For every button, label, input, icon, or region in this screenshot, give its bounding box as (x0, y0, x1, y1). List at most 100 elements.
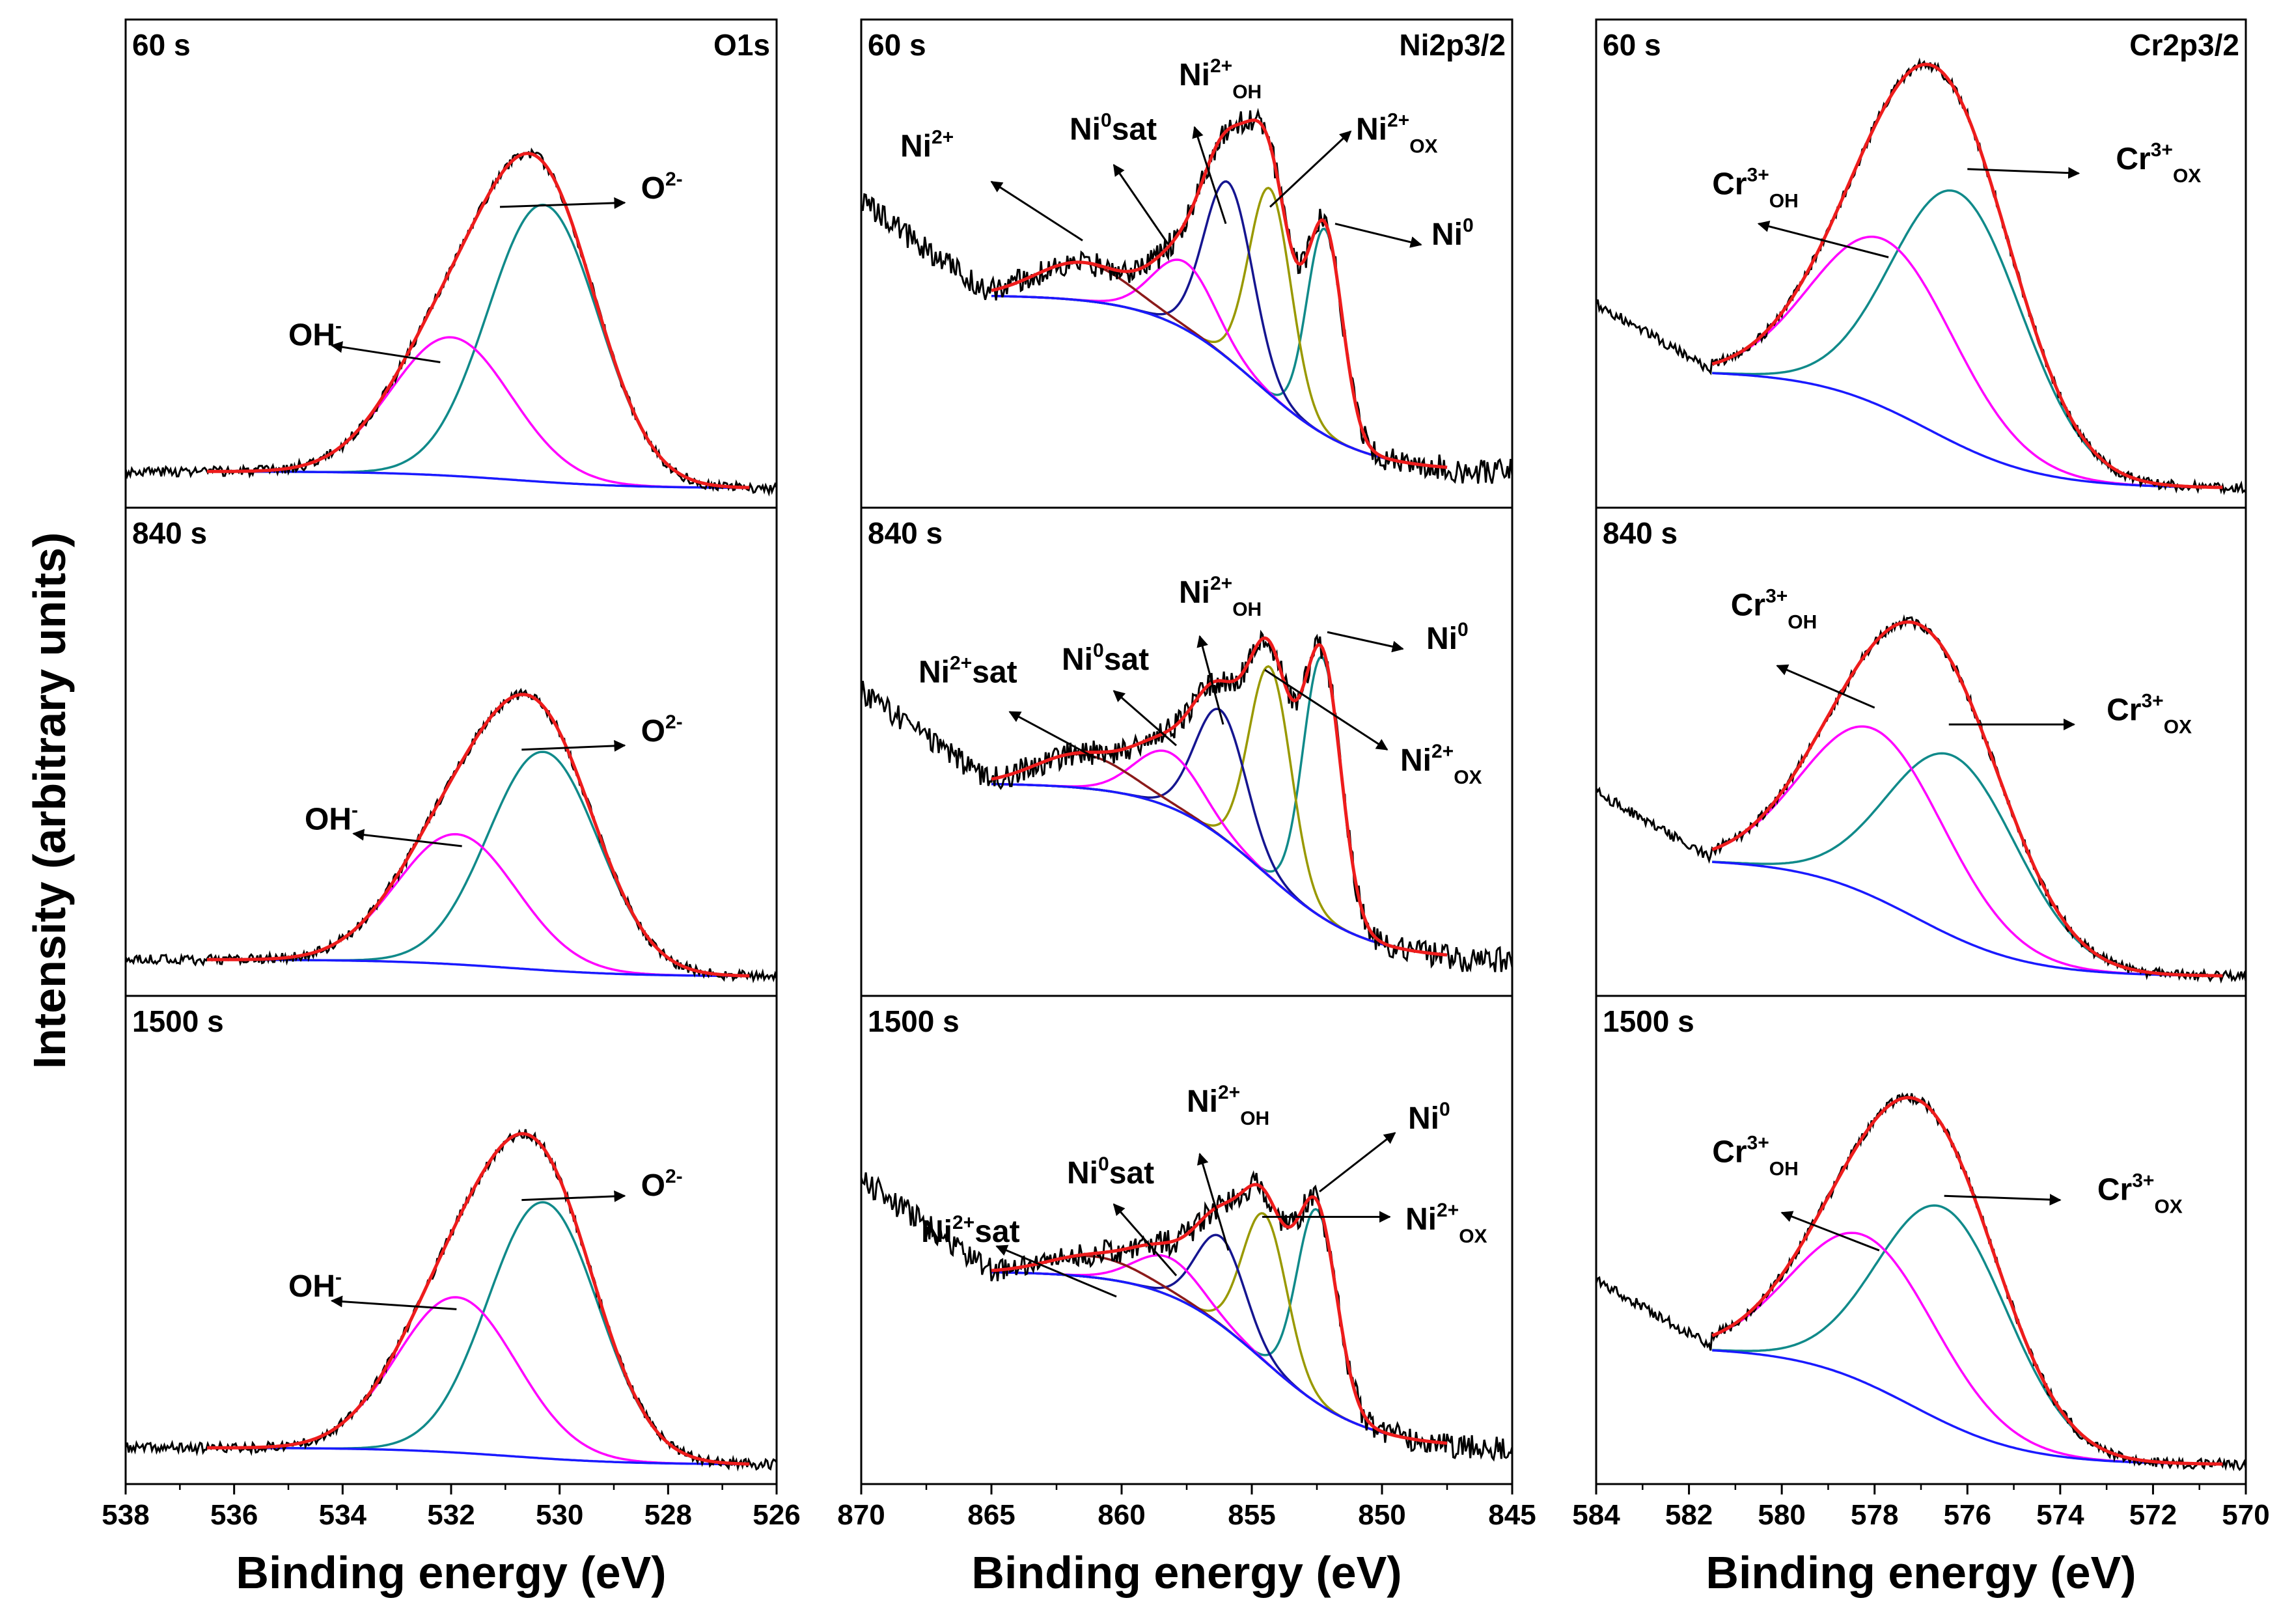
annotation-arrow (1112, 690, 1177, 747)
time-label: 1500 s (1603, 1004, 1694, 1038)
fit-envelope (1711, 620, 2223, 978)
annotation-arrow (1269, 130, 1352, 208)
x-tick-label: 582 (1665, 1499, 1713, 1531)
peak-label: O2- (641, 1166, 683, 1203)
peak-label: Cr3+OH (1712, 1133, 1799, 1180)
annotation-arrow (1008, 711, 1096, 759)
panels: 60 s O1s O2- OH- 840 s O2- OH- 1500 s O2- OH- 538 5… (102, 18, 2270, 1531)
peak-label: OH- (288, 316, 342, 353)
x-tick-label: 530 (536, 1499, 583, 1531)
annotation-arrow (330, 1295, 457, 1310)
peak-label: Ni0sat (1062, 640, 1149, 677)
panel-frame (1595, 18, 2247, 509)
raw-spectrum (860, 629, 1513, 973)
time-label: 840 s (132, 516, 207, 550)
x-tick-label: 850 (1358, 1499, 1405, 1531)
annotation-arrow (1319, 1132, 1396, 1192)
panel-0-1: 840 s O2- OH- (124, 506, 778, 997)
annotation-arrow (990, 180, 1083, 241)
background-curve (1712, 372, 2223, 489)
peak-label: Ni2+OX (1405, 1200, 1487, 1247)
peak-label: Ni2+ (900, 126, 954, 163)
annotation-arrow (1196, 635, 1224, 725)
annotation-arrow (1334, 223, 1422, 248)
peak-label: OH- (288, 1267, 342, 1304)
x-tick-label: 578 (1851, 1499, 1898, 1531)
fit-envelope (991, 118, 1448, 469)
x-tick-label: 580 (1758, 1499, 1805, 1531)
region-label: Cr2p3/2 (2129, 28, 2239, 62)
x-tick-label: 528 (644, 1499, 692, 1531)
x-tick-label: 584 (1572, 1499, 1620, 1531)
x-tick-label: 526 (753, 1499, 800, 1531)
x-tick-label: 870 (837, 1499, 885, 1531)
time-label: 840 s (868, 516, 943, 550)
fit-component-ni0sat (991, 749, 1448, 956)
fit-component-ni0 (991, 1207, 1448, 1445)
peak-label: Cr3+OX (2097, 1170, 2183, 1218)
panel-0-0: 60 s O1s O2- OH- (124, 18, 778, 509)
fit-component-ni2-oh (991, 180, 1448, 469)
fit-envelope (207, 693, 750, 978)
fit-component-cr3-ox (1712, 1204, 2223, 1465)
region-label: Ni2p3/2 (1399, 28, 1506, 62)
annotation-arrow (1112, 1203, 1178, 1276)
fit-component-ni2-sat (991, 752, 1448, 956)
peak-label: Ni2+OH (1187, 1082, 1269, 1129)
fit-component-o2- (207, 1201, 750, 1465)
fit-component-ni2-ox (991, 186, 1448, 469)
panel-frame (124, 995, 778, 1485)
panel-frame (124, 18, 778, 509)
fit-component-o2- (207, 750, 750, 977)
annotation-arrow (499, 197, 626, 209)
fit-component-ni2-oh (991, 1233, 1448, 1445)
x-tick-label: 865 (967, 1499, 1015, 1531)
peak-label: Ni0 (1426, 619, 1469, 656)
background-curve (207, 1446, 750, 1466)
raw-spectrum (860, 107, 1513, 484)
background-curve (207, 958, 750, 978)
fit-component-ni2-oh (991, 708, 1448, 956)
panel-frame (1595, 506, 2247, 997)
peak-label: Ni0 (1408, 1099, 1450, 1136)
fit-envelope (1711, 62, 2223, 489)
peak-label: Ni2+OH (1179, 55, 1262, 103)
background-curve (207, 470, 750, 489)
peak-label: OH- (305, 799, 358, 836)
panel-1-0: 60 s Ni2p3/2 Ni2+ Ni0sat Ni2+OH Ni2+OX Ni0 (860, 18, 1513, 509)
background-curve (1712, 1349, 2223, 1465)
annotation-arrow (352, 829, 462, 847)
fit-component-cr3-ox (1712, 189, 2223, 489)
annotation-arrow (1112, 163, 1170, 245)
annotation-arrow (521, 739, 626, 752)
fit-component-oh- (207, 1296, 750, 1466)
time-label: 60 s (132, 28, 191, 62)
peak-label: Cr3+OH (1731, 585, 1817, 633)
fit-component-ni0 (991, 655, 1448, 956)
time-label: 840 s (1603, 516, 1678, 550)
annotation-arrow (330, 341, 441, 363)
fit-component-ni0sat (991, 1254, 1448, 1445)
panel-2-1: 840 s Cr3+OX Cr3+OH (1595, 506, 2247, 997)
time-label: 60 s (868, 28, 926, 62)
panel-1-1: 840 s Ni2+sat Ni0sat Ni2+OH Ni2+OX Ni0 (860, 506, 1513, 997)
raw-spectrum (124, 147, 778, 497)
fit-component-ni2-sat (991, 261, 1448, 469)
raw-spectrum (1595, 614, 2247, 984)
x-tick-label: 574 (2036, 1499, 2084, 1531)
peak-label: Ni0sat (1067, 1153, 1154, 1190)
x-tick-label: 860 (1098, 1499, 1145, 1531)
peak-label: Ni2+OX (1400, 741, 1482, 788)
background-curve (991, 294, 1448, 469)
x-axis-label-o1s: Binding energy (eV) (236, 1547, 666, 1598)
annotation-arrow (1192, 126, 1227, 225)
annotation-arrow (1196, 1152, 1230, 1251)
annotation-arrow (1944, 1194, 2062, 1206)
peak-label: Ni2+OX (1356, 110, 1438, 158)
x-tick-label: 570 (2222, 1499, 2269, 1531)
fit-component-ni0sat (991, 258, 1448, 469)
raw-spectrum (1595, 1092, 2247, 1472)
fit-envelope (1711, 1095, 2223, 1466)
x-tick-label: 534 (319, 1499, 367, 1531)
